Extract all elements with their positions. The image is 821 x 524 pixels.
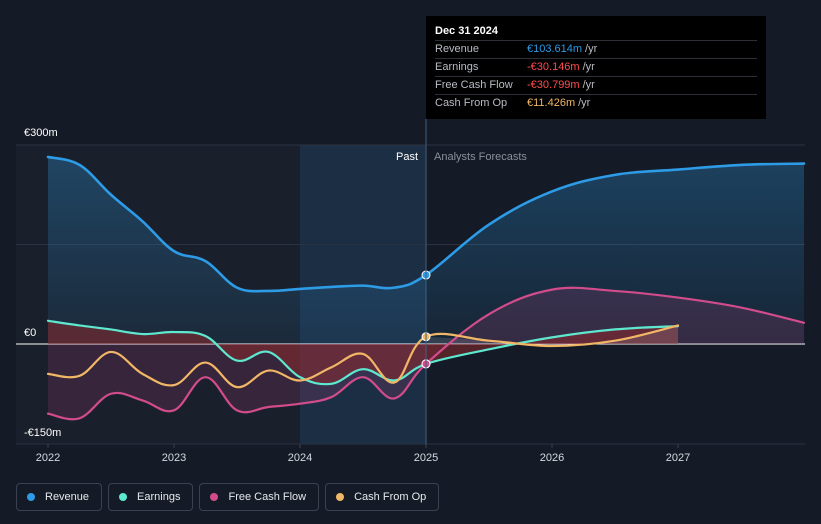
tooltip-row-unit: /yr bbox=[582, 61, 595, 73]
x-axis: 2022 2023 2024 2025 2026 2027 bbox=[36, 444, 690, 464]
tooltip-row-value: -€30.799m bbox=[527, 79, 580, 91]
y-axis: €300m €0 -€150m bbox=[24, 127, 61, 439]
tooltip-row-revenue: Revenue €103.614m /yr bbox=[435, 40, 757, 58]
legend: Revenue Earnings Free Cash Flow Cash Fro… bbox=[16, 483, 440, 511]
legend-item-cash-from-op[interactable]: Cash From Op bbox=[325, 483, 440, 511]
tooltip-row-fcf: Free Cash Flow -€30.799m /yr bbox=[435, 76, 757, 94]
revenue-line bbox=[46, 155, 806, 293]
legend-item-free-cash-flow[interactable]: Free Cash Flow bbox=[199, 483, 320, 511]
cfo-dot-icon bbox=[336, 493, 345, 501]
tooltip-row-earnings: Earnings -€30.146m /yr bbox=[435, 58, 757, 76]
legend-label: Earnings bbox=[137, 491, 181, 503]
tooltip-date: Dec 31 2024 bbox=[435, 25, 498, 37]
revenue-area bbox=[48, 156, 804, 344]
legend-label: Free Cash Flow bbox=[228, 491, 307, 503]
tooltip-row-value: -€30.146m bbox=[527, 61, 580, 73]
earnings-dot-icon bbox=[119, 493, 128, 501]
tooltip-row-unit: /yr bbox=[582, 79, 595, 91]
past-label: Past bbox=[396, 151, 418, 163]
tooltip-row-name: Free Cash Flow bbox=[435, 79, 513, 91]
y-tick-label: -€150m bbox=[24, 427, 61, 439]
x-tick-label: 2027 bbox=[666, 452, 690, 464]
legend-label: Revenue bbox=[45, 491, 90, 503]
fcf-dot-icon bbox=[210, 493, 219, 501]
tooltip-row-cfo: Cash From Op €11.426m /yr bbox=[435, 94, 757, 112]
earnings-line bbox=[46, 319, 680, 386]
x-tick-label: 2026 bbox=[540, 452, 564, 464]
series-lines bbox=[46, 155, 806, 421]
x-tick-label: 2024 bbox=[288, 452, 312, 464]
legend-item-revenue[interactable]: Revenue bbox=[16, 483, 103, 511]
y-tick-label: €300m bbox=[24, 127, 58, 139]
x-tick-label: 2023 bbox=[162, 452, 186, 464]
tooltip-row-name: Revenue bbox=[435, 43, 480, 55]
tooltip: Dec 31 2024 Revenue €103.614m /yr Earnin… bbox=[426, 16, 766, 119]
x-tick-label: 2022 bbox=[36, 452, 60, 464]
tooltip-row-name: Cash From Op bbox=[435, 97, 508, 109]
tooltip-row-name: Earnings bbox=[435, 61, 479, 73]
tooltip-row-value: €103.614m bbox=[527, 43, 583, 55]
y-tick-label: €0 bbox=[24, 327, 36, 339]
tooltip-row-value: €11.426m bbox=[527, 97, 576, 109]
legend-item-earnings[interactable]: Earnings bbox=[108, 483, 194, 511]
forecast-label: Analysts Forecasts bbox=[434, 151, 527, 163]
fcf-line bbox=[46, 286, 806, 421]
cfo-line bbox=[46, 324, 680, 389]
legend-label: Cash From Op bbox=[354, 491, 427, 503]
tooltip-row-unit: /yr bbox=[585, 43, 598, 55]
revenue-dot-icon bbox=[27, 493, 35, 501]
x-tick-label: 2025 bbox=[414, 452, 438, 464]
tooltip-row-unit: /yr bbox=[578, 97, 591, 109]
